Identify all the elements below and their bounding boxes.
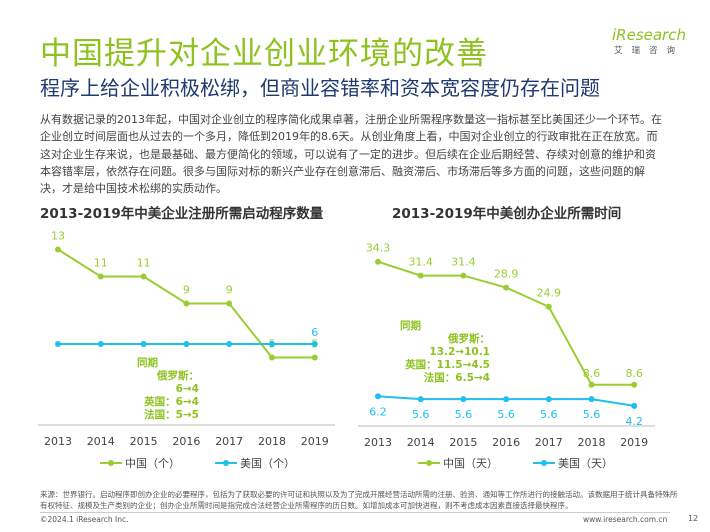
data-label: 8.6 xyxy=(583,367,601,380)
page-title: 中国提升对企业创业环境的改善 xyxy=(40,36,488,72)
data-point xyxy=(226,341,233,347)
note-line: 法国：5→5 xyxy=(144,409,199,421)
data-point xyxy=(311,354,318,361)
chart-title-left: 2013-2019年中美企业注册所需启动程序数量 xyxy=(40,206,324,222)
data-point xyxy=(269,341,275,347)
data-label: 9 xyxy=(183,284,190,297)
data-label: 5.6 xyxy=(455,408,473,421)
data-point xyxy=(183,341,190,347)
legend-marker xyxy=(541,460,547,466)
x-tick-label: 2016 xyxy=(172,435,200,448)
data-point xyxy=(417,272,424,279)
x-tick-label: 2015 xyxy=(130,435,158,448)
data-point xyxy=(417,396,424,403)
data-point xyxy=(269,354,275,361)
data-label: 13 xyxy=(51,230,65,243)
source-note: 来源：世界银行。启动程序即创办企业的必要程序，包括为了获取必要的许可证和执照以及… xyxy=(40,490,678,510)
data-label: 5.6 xyxy=(583,408,601,421)
x-tick-label: 2014 xyxy=(87,435,115,448)
data-label: 6.2 xyxy=(369,405,387,418)
x-tick-label: 2017 xyxy=(535,436,563,449)
note-right: 同期 俄罗斯：13.2→10.1 英国：11.5→4.5 法国：6.5→4 xyxy=(400,320,490,385)
x-tick-label: 2018 xyxy=(258,435,286,448)
data-point xyxy=(503,396,510,403)
note-line: 俄罗斯：6→4 xyxy=(157,370,199,395)
data-point xyxy=(140,273,147,280)
note-line: 俄罗斯：13.2→10.1 xyxy=(429,333,490,358)
page-subtitle: 程序上给企业积极松绑，但商业容错率和资本宽容度仍存在问题 xyxy=(40,76,600,100)
data-point xyxy=(311,341,318,347)
logo-brand: iResearch xyxy=(612,26,686,44)
website-link[interactable]: www.iresearch.com.cn xyxy=(583,515,668,524)
chart-title-right: 2013-2019年中美创办企业所需时间 xyxy=(392,206,622,222)
legend-marker xyxy=(223,460,229,466)
data-label: 5.6 xyxy=(540,408,558,421)
note-line: 英国：11.5→4.5 xyxy=(405,359,490,371)
data-point xyxy=(375,258,381,265)
data-point xyxy=(460,272,467,279)
data-label: 31.4 xyxy=(408,256,433,269)
data-point xyxy=(55,246,61,253)
legend-marker xyxy=(426,460,432,466)
page-number: 12 xyxy=(688,514,699,523)
data-point xyxy=(545,396,552,403)
data-label: 11 xyxy=(94,257,108,270)
data-label: 11 xyxy=(137,257,151,270)
x-tick-label: 2019 xyxy=(301,435,329,448)
data-label: 28.9 xyxy=(494,268,519,281)
data-label: 4.2 xyxy=(625,415,643,428)
data-label: 5.6 xyxy=(412,408,430,421)
legend-marker xyxy=(108,460,114,466)
data-point xyxy=(588,381,595,388)
footer-divider xyxy=(40,512,670,513)
x-tick-label: 2013 xyxy=(44,435,72,448)
data-point xyxy=(183,300,190,307)
data-point xyxy=(588,396,595,403)
note-head: 同期 xyxy=(137,357,158,369)
data-point xyxy=(97,273,104,280)
data-point xyxy=(460,396,467,403)
data-point xyxy=(631,381,638,388)
data-point xyxy=(375,393,381,400)
data-label: 31.4 xyxy=(451,256,476,269)
legend-label: 中国（个） xyxy=(125,457,180,470)
data-point xyxy=(545,303,552,310)
data-label: 34.3 xyxy=(366,242,391,255)
note-line: 法国：6.5→4 xyxy=(423,372,490,384)
body-text: 从有数据记录的2013年起，中国对企业创立的程序简化成果卓著，注册企业所需程序数… xyxy=(40,113,662,196)
data-label: 24.9 xyxy=(537,287,562,300)
x-tick-label: 2013 xyxy=(364,436,392,449)
note-line: 英国：6→4 xyxy=(144,396,199,408)
logo-sub: 艾瑞咨询 xyxy=(613,46,684,56)
data-label: 5.6 xyxy=(497,408,515,421)
legend-label: 中国（天） xyxy=(443,457,498,470)
x-tick-label: 2015 xyxy=(449,436,477,449)
data-label: 9 xyxy=(226,284,233,297)
note-left: 同期 俄罗斯：6→4 英国：6→4 法国：5→5 xyxy=(137,357,199,422)
data-point xyxy=(97,341,104,347)
x-tick-label: 2019 xyxy=(620,436,648,449)
x-tick-label: 2018 xyxy=(578,436,606,449)
legend-label: 美国（天） xyxy=(558,457,613,470)
data-label: 6 xyxy=(311,326,318,339)
legend-label: 美国（个） xyxy=(240,457,295,470)
iresearch-logo: iResearch 艾瑞咨询 xyxy=(612,26,686,56)
data-point xyxy=(55,341,61,347)
data-point xyxy=(226,300,233,307)
note-head: 同期 xyxy=(400,320,421,332)
data-point xyxy=(140,341,147,347)
copyright: ©2024.1 iResearch Inc. xyxy=(40,515,129,524)
x-tick-label: 2016 xyxy=(492,436,520,449)
x-tick-label: 2017 xyxy=(215,435,243,448)
x-tick-label: 2014 xyxy=(407,436,435,449)
data-point xyxy=(503,284,510,291)
data-label: 8.6 xyxy=(625,367,643,380)
data-point xyxy=(631,402,638,409)
